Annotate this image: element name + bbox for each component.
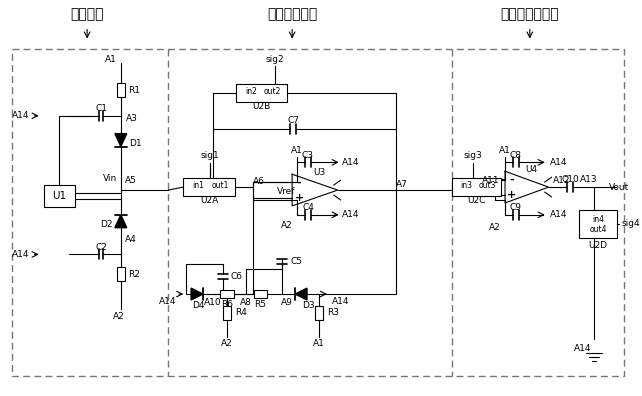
Polygon shape <box>191 288 203 300</box>
Text: U2B: U2B <box>252 103 270 111</box>
Text: A1: A1 <box>313 339 325 348</box>
Bar <box>236 84 287 102</box>
Polygon shape <box>505 171 549 203</box>
Text: A14: A14 <box>12 111 30 120</box>
Text: A1: A1 <box>291 146 303 155</box>
Text: A14: A14 <box>574 344 591 353</box>
Text: C3: C3 <box>302 151 314 160</box>
Text: U2D: U2D <box>589 241 607 250</box>
Text: A2: A2 <box>489 223 501 232</box>
Text: A14: A14 <box>342 158 359 167</box>
Text: A5: A5 <box>125 176 137 185</box>
Text: A8: A8 <box>239 299 252 307</box>
Text: C6: C6 <box>230 272 243 281</box>
Text: 偏置电路: 偏置电路 <box>71 7 104 21</box>
Text: R3: R3 <box>327 308 339 317</box>
Text: R5: R5 <box>254 301 266 309</box>
Text: in1: in1 <box>193 181 205 190</box>
Bar <box>12 50 624 376</box>
Text: Vref: Vref <box>277 187 295 196</box>
Bar <box>117 267 125 281</box>
Text: +: + <box>507 190 517 200</box>
Text: U2C: U2C <box>467 196 485 206</box>
Text: in4: in4 <box>592 215 604 224</box>
Bar <box>223 306 230 320</box>
Text: U4: U4 <box>526 165 538 174</box>
Text: sig1: sig1 <box>200 151 220 160</box>
Text: A11: A11 <box>482 176 500 185</box>
Bar <box>220 290 234 298</box>
Text: A6: A6 <box>252 177 265 186</box>
Text: out3: out3 <box>478 181 496 190</box>
Text: A14: A14 <box>550 158 567 167</box>
Text: R4: R4 <box>235 308 247 317</box>
Text: U2A: U2A <box>200 196 218 206</box>
Text: 相关双采样电路: 相关双采样电路 <box>501 7 559 21</box>
Text: R6: R6 <box>221 301 233 309</box>
Text: A12: A12 <box>553 176 570 185</box>
Text: A1: A1 <box>499 146 511 155</box>
Text: C4: C4 <box>302 204 314 212</box>
Bar <box>117 83 125 97</box>
Text: A14: A14 <box>550 210 567 219</box>
Text: R1: R1 <box>128 86 140 95</box>
Text: in2: in2 <box>245 87 257 96</box>
Text: out4: out4 <box>589 225 607 234</box>
Text: A14: A14 <box>342 210 359 219</box>
Text: U1: U1 <box>53 191 67 201</box>
Text: C10: C10 <box>562 175 579 184</box>
Bar <box>183 178 235 196</box>
Text: sig3: sig3 <box>464 151 483 160</box>
Text: -: - <box>510 175 514 185</box>
Text: sig2: sig2 <box>266 55 284 64</box>
Text: C1: C1 <box>95 105 107 113</box>
Polygon shape <box>115 215 126 228</box>
Text: C2: C2 <box>95 243 107 252</box>
Text: Vin: Vin <box>103 174 117 183</box>
Text: Vout: Vout <box>609 183 629 192</box>
Bar <box>315 306 323 320</box>
Text: D1: D1 <box>129 139 141 148</box>
Bar <box>451 178 501 196</box>
Text: C9: C9 <box>510 204 522 212</box>
Polygon shape <box>292 174 338 206</box>
Text: A10: A10 <box>204 299 221 307</box>
Text: A2: A2 <box>113 312 125 321</box>
Bar <box>579 210 617 238</box>
Text: R2: R2 <box>128 270 139 279</box>
Text: A4: A4 <box>125 235 137 244</box>
Text: C7: C7 <box>287 116 299 125</box>
Text: D4: D4 <box>192 301 204 310</box>
Text: out2: out2 <box>264 87 281 96</box>
Text: C5: C5 <box>290 257 302 266</box>
Text: A9: A9 <box>281 299 293 307</box>
Text: D2: D2 <box>100 220 113 229</box>
Text: 积分放大电路: 积分放大电路 <box>267 7 317 21</box>
Text: U3: U3 <box>314 168 326 177</box>
Text: A14: A14 <box>332 297 349 307</box>
Text: sig4: sig4 <box>622 219 641 228</box>
Text: A13: A13 <box>580 175 598 184</box>
Polygon shape <box>295 288 307 300</box>
Text: A3: A3 <box>126 114 137 123</box>
Bar <box>44 185 75 207</box>
Text: A14: A14 <box>12 250 30 259</box>
Text: in3: in3 <box>460 181 473 190</box>
Text: +: + <box>295 193 304 203</box>
Text: A14: A14 <box>159 297 177 307</box>
Polygon shape <box>115 133 126 147</box>
Text: D3: D3 <box>302 301 315 310</box>
Text: A2: A2 <box>281 221 293 230</box>
Text: out1: out1 <box>212 181 229 190</box>
Text: A1: A1 <box>105 55 117 64</box>
Text: A2: A2 <box>221 339 232 348</box>
Bar <box>254 290 267 298</box>
Text: A7: A7 <box>396 180 408 188</box>
Text: C8: C8 <box>510 151 522 160</box>
Text: -: - <box>297 178 301 188</box>
